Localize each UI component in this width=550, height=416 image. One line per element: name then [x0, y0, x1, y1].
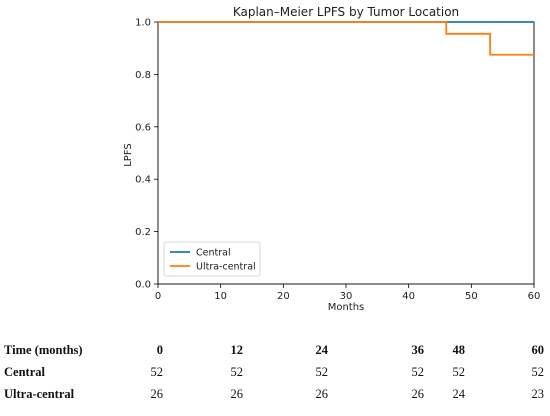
risk-cell: 52	[230, 365, 244, 379]
risk-cell: 26	[411, 387, 425, 401]
x-tick-label: 30	[340, 291, 353, 302]
risk-time-48: 48	[452, 343, 466, 357]
risk-time-24: 24	[315, 343, 329, 357]
legend-box	[163, 241, 261, 277]
risk-cell: 26	[150, 387, 164, 401]
risk-row-central: Central 52 52 52 52 52 52	[0, 365, 550, 387]
risk-header-label: Time (months)	[4, 343, 83, 357]
risk-row-label: Ultra-central	[4, 387, 75, 401]
risk-cell: 26	[230, 387, 244, 401]
y-tick-label: 0.2	[135, 227, 151, 238]
y-tick-label: 0.0	[135, 280, 151, 291]
legend-entry: Central	[196, 248, 231, 259]
chart-title: Kaplan–Meier LPFS by Tumor Location	[233, 5, 459, 19]
y-tick-label: 1.0	[135, 18, 151, 29]
risk-time-12: 12	[230, 343, 244, 357]
risk-cell: 23	[531, 387, 545, 401]
risk-time-0: 0	[156, 343, 163, 357]
risk-cell: 52	[531, 365, 545, 379]
x-axis-label: Months	[328, 302, 365, 313]
risk-cell: 52	[411, 365, 425, 379]
x-tick-label: 60	[528, 291, 541, 302]
risk-cell: 52	[452, 365, 466, 379]
risk-table: Time (months) 0 12 24 36 48 60 Central 5…	[0, 343, 550, 409]
y-axis-label: LPFS	[123, 143, 134, 167]
y-tick-label: 0.6	[135, 122, 151, 133]
x-tick-label: 40	[402, 291, 415, 302]
x-tick-label: 50	[465, 291, 478, 302]
risk-row-label: Central	[4, 365, 45, 379]
x-tick-label: 20	[277, 291, 290, 302]
risk-row-ultra-central: Ultra-central 26 26 26 26 24 23	[0, 387, 550, 409]
risk-header-row: Time (months) 0 12 24 36 48 60	[0, 343, 550, 365]
risk-time-60: 60	[531, 343, 545, 357]
risk-cell: 52	[150, 365, 164, 379]
risk-cell: 24	[452, 387, 466, 401]
y-tick-label: 0.4	[135, 175, 151, 186]
series-line-ultra-central	[158, 21, 534, 56]
y-tick-label: 0.8	[135, 70, 151, 81]
legend-entry: Ultra-central	[196, 262, 256, 273]
x-tick-label: 10	[214, 291, 227, 302]
x-tick-label: 0	[155, 291, 161, 302]
risk-time-36: 36	[411, 343, 425, 357]
risk-cell: 26	[315, 387, 329, 401]
km-chart: Kaplan–Meier LPFS by Tumor Location 0 10 2…	[123, 5, 541, 313]
risk-cell: 52	[315, 365, 329, 379]
